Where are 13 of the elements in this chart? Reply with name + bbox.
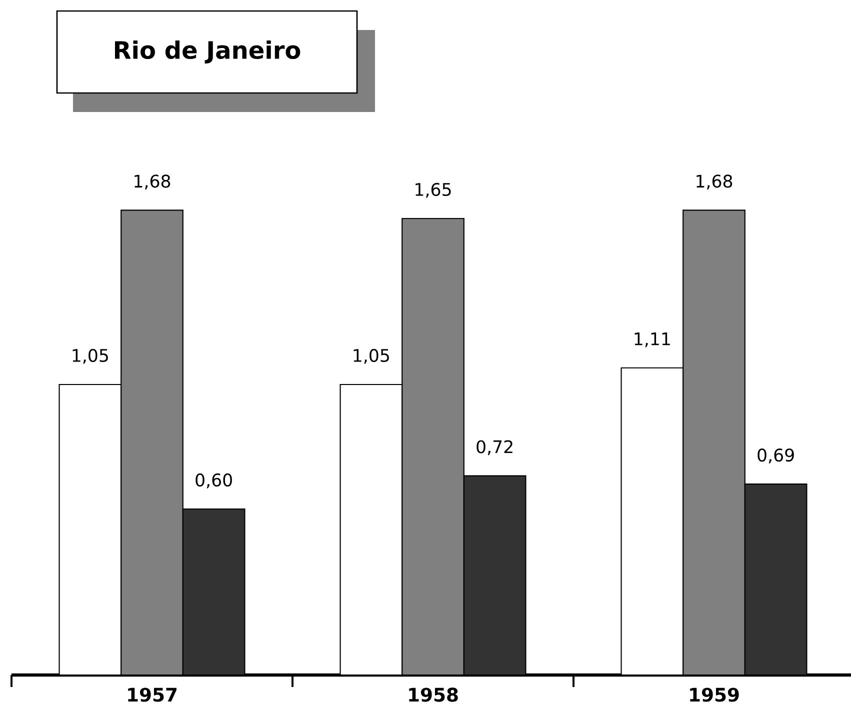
data-label: 1,68 [696,174,732,190]
data-label: 0,69 [758,448,794,464]
x-tick-label: 1958 [409,688,458,702]
data-label: 1,65 [416,182,451,198]
data-label: 1,11 [634,332,670,348]
data-label: 1,05 [72,348,108,364]
x-tick-label: 1957 [128,688,176,702]
data-label: 1,68 [134,174,170,190]
data-label: 0,60 [196,473,232,488]
data-label: 0,72 [476,440,512,456]
x-tick-label: 1959 [690,688,739,702]
chart-title: Rio de Janeiro [114,40,300,64]
data-label: 1,05 [354,348,389,364]
